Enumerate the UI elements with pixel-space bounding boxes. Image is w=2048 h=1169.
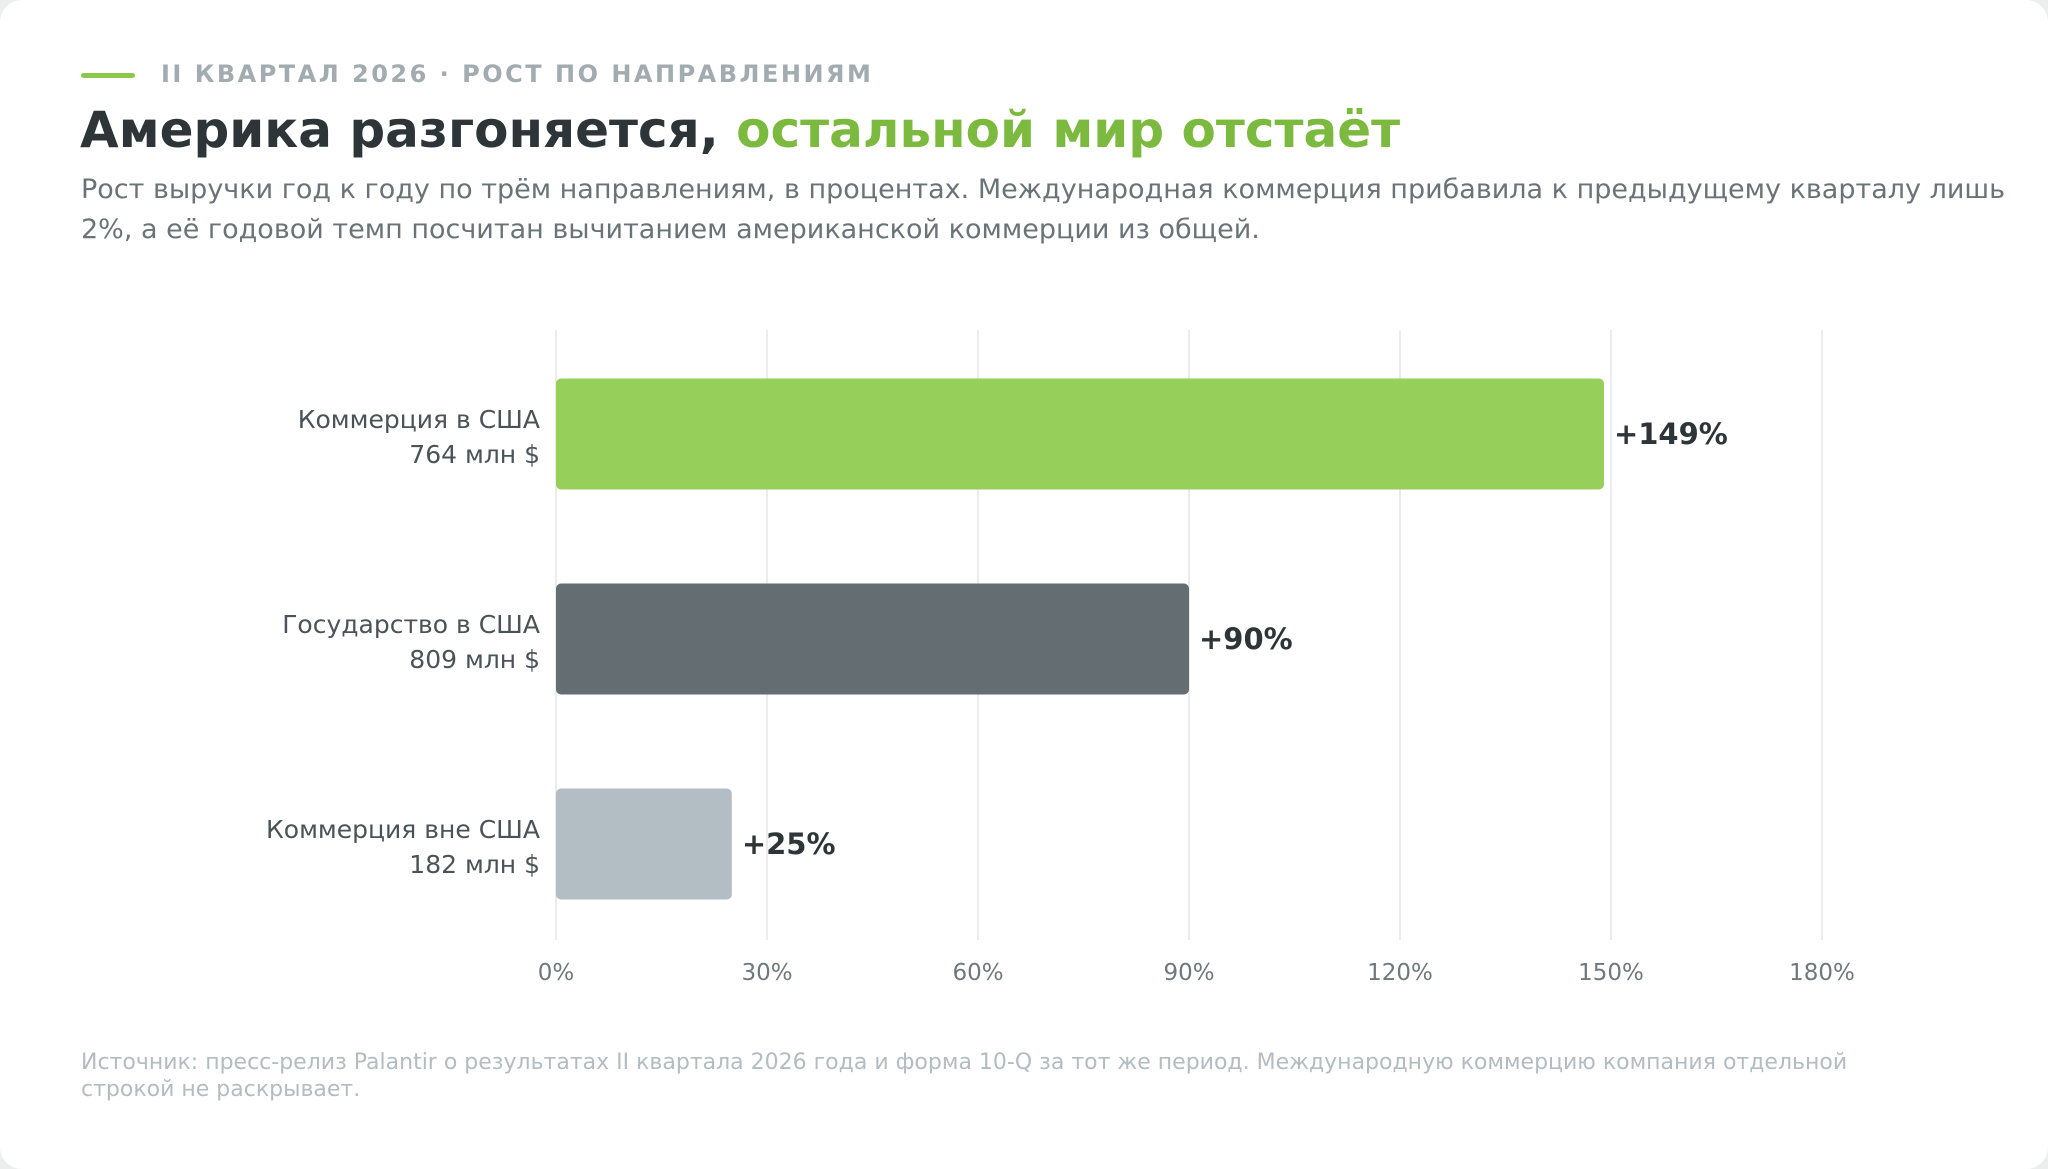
data-label: +25% — [742, 827, 836, 861]
x-tick-label: 150% — [1578, 960, 1644, 986]
kicker-accent-line — [81, 73, 135, 78]
bar-chart: 0% 30% 60% 90% 120% 150% 180% Коммерция в США 76… — [266, 330, 1855, 986]
category-label: Коммерция в США — [298, 405, 540, 434]
x-tick-label: 60% — [952, 960, 1003, 986]
x-tick-label: 30% — [741, 960, 792, 986]
data-label: +90% — [1199, 622, 1293, 656]
chart-title-accent: остальной мир отстаёт — [736, 101, 1401, 159]
x-tick-label: 120% — [1367, 960, 1433, 986]
chart-title-main: Америка разгоняется, — [80, 101, 737, 159]
chart-title: Америка разгоняется, остальной мир отста… — [80, 96, 1400, 164]
source-note: Источник: пресс-релиз Palantir о результ… — [81, 1050, 1848, 1102]
bar — [556, 583, 1189, 695]
category-sublabel: 182 млн $ — [409, 850, 540, 879]
chart-subtitle: Рост выручки год к году по трём направле… — [81, 174, 2006, 245]
category-label: Государство в США — [282, 610, 540, 639]
category-sublabel: 764 млн $ — [409, 440, 540, 469]
category-label: Коммерция вне США — [266, 815, 540, 844]
x-tick-label: 90% — [1163, 960, 1214, 986]
x-tick-label: 180% — [1789, 960, 1855, 986]
bar — [556, 788, 732, 900]
bar — [556, 378, 1604, 490]
kicker: II КВАРТАЛ 2026 · РОСТ ПО НАПРАВЛЕНИЯМ — [161, 60, 874, 88]
category-sublabel: 809 млн $ — [409, 645, 540, 674]
data-label: +149% — [1614, 417, 1728, 451]
x-tick-label: 0% — [538, 960, 575, 986]
